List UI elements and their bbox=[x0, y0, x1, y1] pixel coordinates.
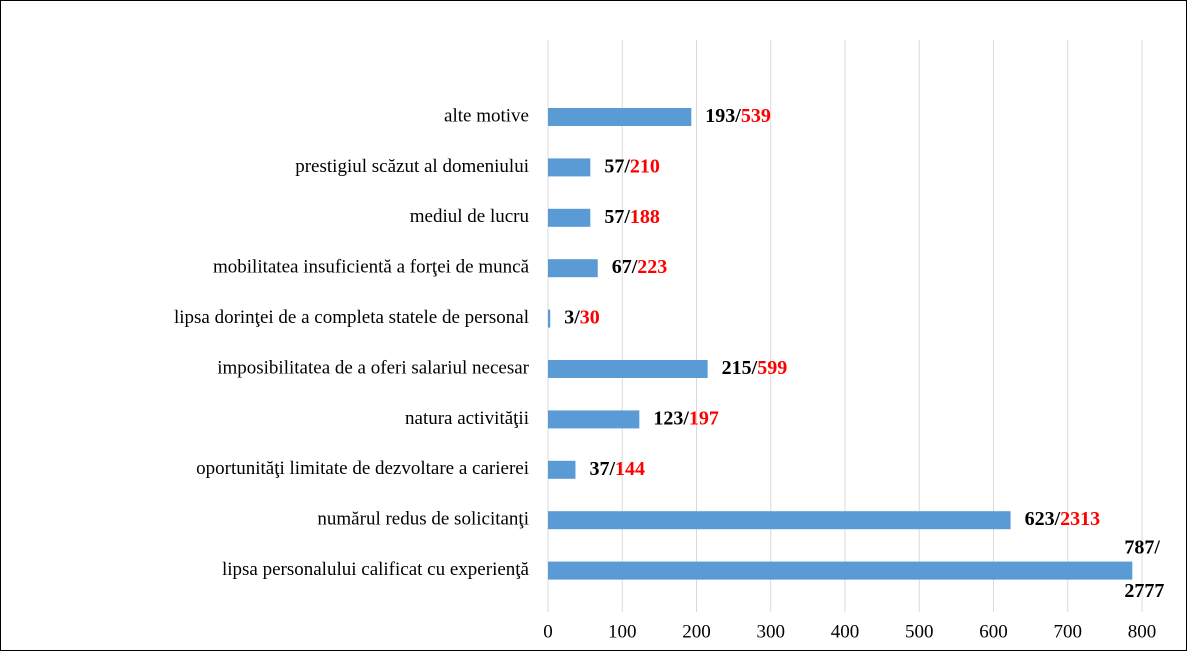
value-label: 57/210 bbox=[604, 155, 660, 177]
total-label: 30 bbox=[580, 306, 600, 328]
data-label: 3/30 bbox=[564, 306, 600, 328]
bar bbox=[548, 410, 640, 429]
value-label-main: 3/ bbox=[564, 306, 580, 328]
value-label: 623/2313 bbox=[1025, 508, 1101, 530]
bar bbox=[548, 561, 1133, 580]
total-label: 223 bbox=[637, 256, 667, 278]
value-label: 215/599 bbox=[722, 357, 788, 379]
x-tick-label: 400 bbox=[831, 621, 860, 642]
y-tick-label: mobilitatea insuficientă a forţei de mun… bbox=[213, 257, 530, 278]
y-tick-label: imposibilitatea de a oferi salariul nece… bbox=[217, 357, 529, 378]
data-label: 123/197 bbox=[653, 407, 719, 429]
data-label: 37/144 bbox=[589, 457, 645, 479]
data-label: 787/2777 bbox=[1124, 536, 1164, 602]
y-tick-label: prestigiul scăzut al domeniului bbox=[295, 156, 529, 177]
value-label: 37/144 bbox=[589, 457, 645, 479]
y-tick-label: alte motive bbox=[444, 105, 529, 126]
y-tick-label: lipsa dorinţei de a completa statele de … bbox=[174, 307, 529, 328]
total-label: 210 bbox=[630, 155, 660, 177]
y-tick-label: mediul de lucru bbox=[410, 206, 530, 227]
x-tick-label: 100 bbox=[608, 621, 637, 642]
value-label-main: 215/ bbox=[722, 357, 758, 379]
value-label-main: 787/ bbox=[1124, 536, 1160, 558]
value-label-main: 57/ bbox=[604, 205, 630, 227]
value-label-main: 623/ bbox=[1025, 508, 1061, 530]
bar bbox=[548, 360, 708, 378]
value-label-main: 57/ bbox=[604, 155, 630, 177]
value-label-main: 37/ bbox=[589, 457, 615, 479]
y-tick-label: oportunităţi limitate de dezvoltare a ca… bbox=[196, 458, 529, 479]
value-label: 193/539 bbox=[705, 105, 771, 127]
x-tick-label: 500 bbox=[905, 621, 934, 642]
total-label: 2777 bbox=[1124, 580, 1164, 602]
bar bbox=[548, 511, 1011, 530]
value-label-main: 123/ bbox=[653, 407, 689, 429]
data-label: 215/599 bbox=[722, 357, 788, 379]
data-label: 57/210 bbox=[604, 155, 660, 177]
bar bbox=[548, 259, 598, 278]
value-label: 123/197 bbox=[653, 407, 719, 429]
bar bbox=[548, 108, 692, 126]
total-label: 539 bbox=[741, 105, 771, 127]
x-tick-label: 200 bbox=[682, 621, 711, 642]
value-label-main: 193/ bbox=[705, 105, 741, 127]
total-label: 188 bbox=[630, 205, 660, 227]
total-label: 197 bbox=[689, 407, 719, 429]
value-label: 787/ bbox=[1124, 536, 1160, 558]
data-label: 193/539 bbox=[705, 105, 771, 127]
data-label: 623/2313 bbox=[1025, 508, 1101, 530]
x-tick-label: 300 bbox=[757, 621, 786, 642]
value-label-main: 67/ bbox=[612, 256, 638, 278]
total-label: 144 bbox=[615, 457, 645, 479]
x-tick-label: 800 bbox=[1128, 621, 1157, 642]
total-label: 599 bbox=[757, 357, 787, 379]
y-tick-label: natura activităţii bbox=[405, 408, 529, 429]
bar bbox=[548, 460, 576, 479]
bar bbox=[548, 158, 591, 177]
x-tick-label: 600 bbox=[979, 621, 1008, 642]
y-tick-label: lipsa personalului calificat cu experien… bbox=[222, 559, 530, 580]
x-tick-label: 700 bbox=[1054, 621, 1083, 642]
bar bbox=[548, 309, 551, 328]
x-tick-label: 0 bbox=[543, 621, 553, 642]
value-label: 67/223 bbox=[612, 256, 668, 278]
y-tick-label: numărul redus de solicitanţi bbox=[317, 509, 529, 530]
value-label: 3/30 bbox=[564, 306, 600, 328]
value-label: 57/188 bbox=[604, 205, 660, 227]
data-label: 67/223 bbox=[612, 256, 668, 278]
data-label: 57/188 bbox=[604, 205, 660, 227]
bar bbox=[548, 208, 591, 227]
total-label: 2313 bbox=[1060, 508, 1100, 530]
